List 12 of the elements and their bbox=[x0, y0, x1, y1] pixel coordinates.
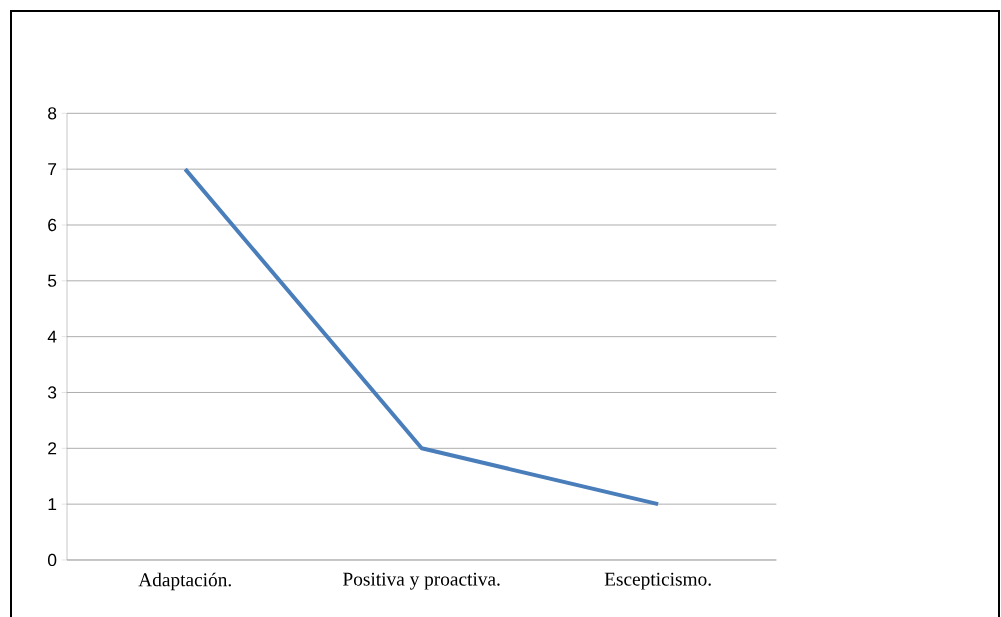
x-tick-label: Adaptación. bbox=[138, 572, 231, 591]
y-tick-label: 3 bbox=[47, 386, 57, 399]
y-tick-label: 6 bbox=[48, 218, 57, 232]
x-tick-label: Positiva y proactiva. bbox=[343, 572, 500, 590]
y-tick-label: 5 bbox=[48, 274, 57, 287]
y-tick-label: 7 bbox=[48, 163, 57, 176]
y-tick-label: 0 bbox=[47, 553, 57, 567]
y-tick-label: 8 bbox=[48, 107, 57, 120]
y-tick-label: 2 bbox=[48, 442, 57, 455]
y-tick-label: 4 bbox=[47, 330, 57, 343]
x-tick-label: Escepticismo. bbox=[604, 572, 711, 590]
y-tick-label: 1 bbox=[48, 498, 57, 511]
